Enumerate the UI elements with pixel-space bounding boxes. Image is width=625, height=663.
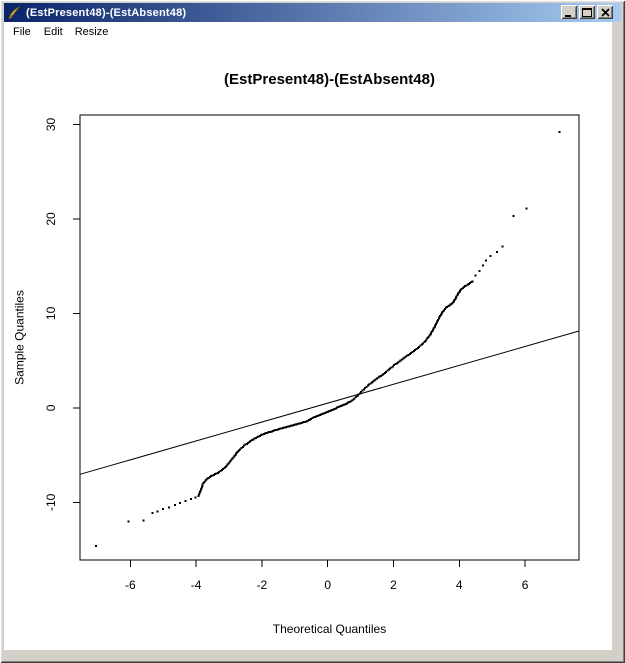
y-axis-label: Sample Quantiles bbox=[12, 290, 27, 385]
maximize-button[interactable] bbox=[579, 5, 595, 19]
window-controls bbox=[561, 5, 613, 19]
minimize-button[interactable] bbox=[561, 5, 577, 19]
menu-file[interactable]: File bbox=[13, 26, 31, 38]
window-title: (EstPresent48)-(EstAbsent48) bbox=[26, 6, 187, 19]
menu-resize[interactable]: Resize bbox=[74, 26, 109, 38]
chart-title: (EstPresent48)-(EstAbsent48) bbox=[224, 71, 435, 88]
menu-edit[interactable]: Edit bbox=[43, 26, 63, 38]
close-button[interactable] bbox=[597, 5, 613, 19]
maximize-icon bbox=[582, 7, 592, 17]
r-graphics-quill-icon[interactable] bbox=[7, 5, 21, 20]
x-axis-label: Theoretical Quantiles bbox=[272, 622, 387, 636]
plot-canvas bbox=[4, 43, 612, 650]
titlebar[interactable]: (EstPresent48)-(EstAbsent48) bbox=[4, 3, 621, 22]
close-icon bbox=[600, 7, 610, 17]
menu-bar: File Edit Resize bbox=[4, 22, 612, 43]
minimize-icon bbox=[565, 14, 571, 17]
